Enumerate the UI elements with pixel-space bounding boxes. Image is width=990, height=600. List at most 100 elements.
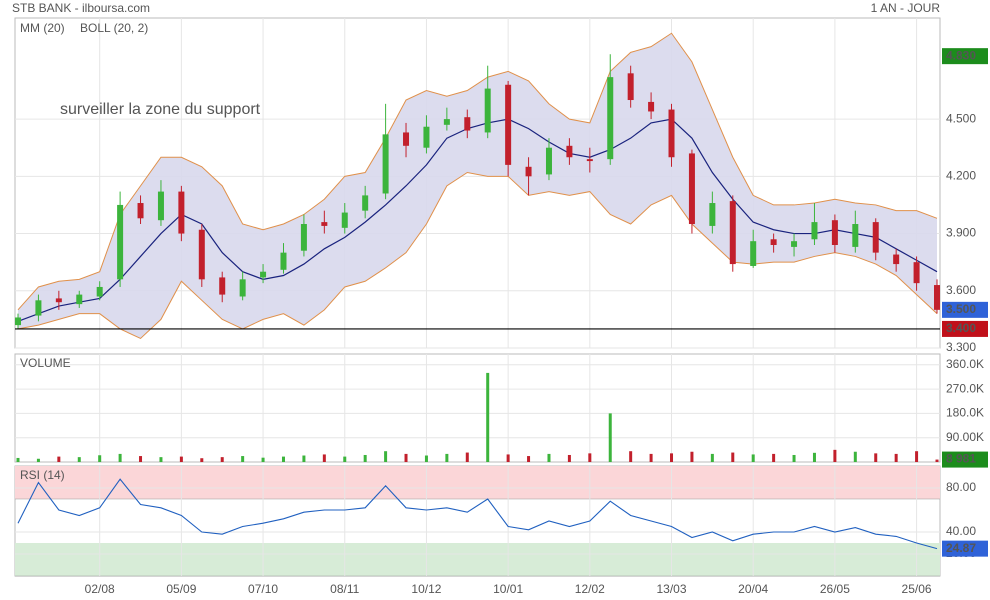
rsi-line xyxy=(17,478,938,550)
candle-body xyxy=(525,166,532,177)
annotation: surveiller la zone du support xyxy=(60,101,261,118)
volume-bar xyxy=(588,453,592,462)
volume-bar xyxy=(139,456,143,462)
volume-bar xyxy=(792,454,796,462)
value-marker-label: 3.500 xyxy=(946,302,976,316)
volume-bar xyxy=(36,458,40,462)
value-marker xyxy=(942,320,988,337)
y-tick-label: 3.600 xyxy=(946,283,976,297)
candle-body xyxy=(627,73,634,101)
candle-body xyxy=(709,203,716,226)
y-tick-label: 180.0K xyxy=(946,406,984,420)
y-tick-label: 80.00 xyxy=(946,480,976,494)
volume-bar xyxy=(363,454,367,462)
candle-body xyxy=(96,286,103,297)
zone xyxy=(15,466,940,499)
y-tick-label: 4.200 xyxy=(946,168,976,182)
legend-entry: MM (20) xyxy=(20,21,65,35)
x-tick-label: 25/06 xyxy=(902,582,932,596)
candle-body xyxy=(607,77,614,160)
y-tick-label: 360.0K xyxy=(946,357,984,371)
candle-body xyxy=(545,147,552,175)
period-label: 1 AN - JOUR xyxy=(871,1,941,15)
candle-body xyxy=(15,317,21,326)
volume-bar xyxy=(241,456,245,462)
volume-bar xyxy=(629,451,633,462)
y-tick-label: 270.0K xyxy=(946,381,984,395)
candle-body xyxy=(668,109,675,158)
volume-bar xyxy=(710,453,714,462)
candle-body xyxy=(403,132,410,146)
volume-bar xyxy=(547,453,551,462)
candle-body xyxy=(300,224,307,251)
candle-body xyxy=(464,117,471,131)
volume-bar xyxy=(179,456,183,462)
volume-bar xyxy=(343,456,347,462)
candle-body xyxy=(852,224,859,247)
x-tick-label: 26/05 xyxy=(820,582,850,596)
candle-body xyxy=(831,220,838,245)
panel-frame xyxy=(14,353,941,463)
y-tick-label: 3.300 xyxy=(946,340,976,354)
band-upper xyxy=(17,32,938,311)
volume-bar xyxy=(465,452,469,462)
volume-bar xyxy=(98,455,102,462)
candle-body xyxy=(872,222,879,253)
candle-body xyxy=(443,119,450,125)
panel-title: VOLUME xyxy=(20,356,71,370)
volume-bar xyxy=(486,372,490,462)
x-tick-label: 20/04 xyxy=(738,582,768,596)
volume-bar xyxy=(16,457,20,462)
value-marker xyxy=(942,301,988,318)
candle-body xyxy=(750,241,757,266)
volume-bar xyxy=(200,458,204,462)
candle-body xyxy=(280,252,287,270)
candle-body xyxy=(239,279,246,297)
volume-bar xyxy=(915,451,919,462)
volume-bar xyxy=(281,456,285,462)
volume-bar xyxy=(894,453,898,462)
x-tick-label: 02/08 xyxy=(85,582,115,596)
value-marker xyxy=(942,48,988,65)
candle-body xyxy=(505,84,512,165)
candle-body xyxy=(157,191,164,221)
value-marker-label: 4.830 xyxy=(946,48,976,62)
candle-body xyxy=(321,222,328,226)
value-marker xyxy=(942,451,988,468)
candle-body xyxy=(219,277,226,295)
volume-bar xyxy=(506,454,510,462)
x-tick-label: 10/01 xyxy=(493,582,523,596)
value-marker xyxy=(942,540,988,557)
candle-body xyxy=(76,294,83,305)
candle-body xyxy=(198,229,205,280)
candle-body xyxy=(55,298,62,303)
volume-bar xyxy=(159,457,163,462)
x-tick-label: 05/09 xyxy=(166,582,196,596)
candle-body xyxy=(382,134,389,194)
y-tick-label: 90.00K xyxy=(946,430,984,444)
candle-body xyxy=(770,239,777,245)
y-tick-label: 40.00 xyxy=(946,524,976,538)
volume-bar xyxy=(445,453,449,462)
candle-body xyxy=(35,300,42,316)
candle-body xyxy=(648,101,655,112)
volume-bar xyxy=(935,459,939,462)
candle-body xyxy=(688,153,695,225)
value-marker-label: 8 981 xyxy=(946,452,976,466)
volume-bar xyxy=(608,413,612,462)
candle-body xyxy=(423,126,430,148)
candle-body xyxy=(117,204,124,280)
x-tick-label: 08/11 xyxy=(330,582,359,596)
candle-body xyxy=(893,254,900,265)
volume-bar xyxy=(220,457,224,462)
volume-bar xyxy=(833,449,837,462)
candle-body xyxy=(913,262,920,284)
volume-bar xyxy=(812,452,816,462)
x-tick-label: 13/03 xyxy=(656,582,686,596)
volume-bar xyxy=(261,457,265,462)
chart-title: STB BANK - ilboursa.com xyxy=(12,1,150,15)
y-tick-label: 3.900 xyxy=(946,226,976,240)
volume-bar xyxy=(77,457,81,462)
candle-body xyxy=(137,203,144,219)
candle-body xyxy=(178,191,185,234)
